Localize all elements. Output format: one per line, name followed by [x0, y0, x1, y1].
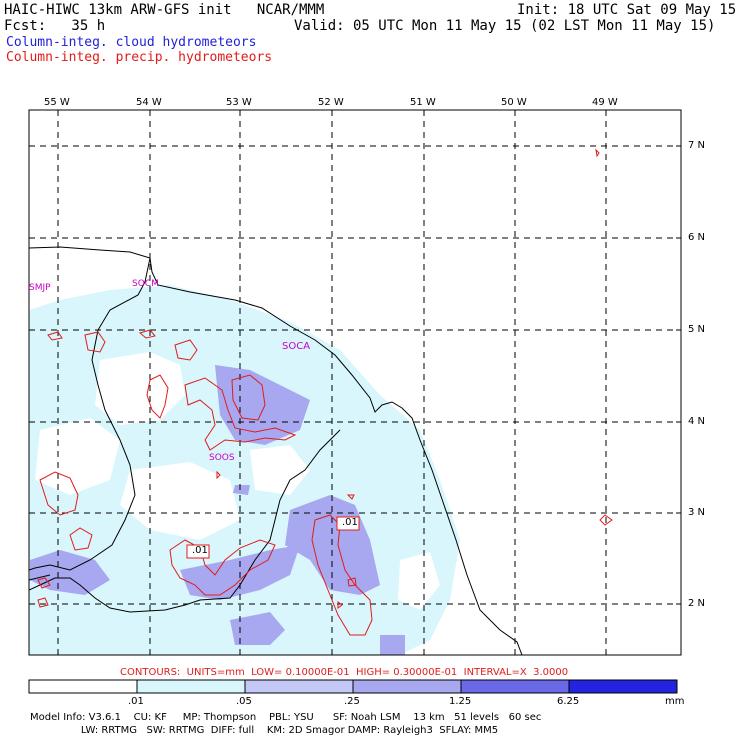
tick-marks: [57, 110, 681, 605]
lon-label-51w: 51 W: [410, 97, 436, 108]
init-time: Init: 18 UTC Sat 09 May 15: [517, 2, 737, 18]
colorbar-units: mm: [665, 696, 685, 707]
station-smjp: SMJP: [29, 283, 51, 293]
field-precip-label: Column-integ. precip. hydrometeors: [6, 50, 273, 65]
lat-label-7n: 7 N: [688, 140, 706, 151]
lat-label-4n: 4 N: [688, 416, 706, 427]
contour-label-1: .01: [342, 517, 358, 528]
lon-label-52w: 52 W: [318, 97, 344, 108]
colorbar-tick-1: .01: [128, 696, 144, 707]
model-info-line-1: Model Info: V3.6.1 CU: KF MP: Thompson P…: [30, 712, 542, 723]
colorbar-bin-1: [136, 679, 246, 694]
coastline: [29, 246, 523, 655]
lat-label-5n: 5 N: [688, 324, 706, 335]
colorbar-tick-5: 6.25: [557, 696, 580, 707]
graticule: [29, 110, 681, 655]
colorbar-bin-2: [244, 679, 354, 694]
contour-label-box-1: [336, 516, 360, 531]
contour-label-box-2: [186, 544, 210, 559]
colorbar-bin-4: [460, 679, 570, 694]
precip-contours: [37, 148, 613, 636]
lat-label-2n: 2 N: [688, 598, 706, 609]
contour-info: CONTOURS: UNITS=mm LOW= 0.10000E-01 HIGH…: [120, 667, 569, 678]
colorbar-bin-5: [568, 679, 678, 694]
lon-label-49w: 49 W: [592, 97, 618, 108]
lon-label-50w: 50 W: [501, 97, 527, 108]
lat-label-3n: 3 N: [688, 507, 706, 518]
lon-label-55w: 55 W: [44, 97, 70, 108]
lat-label-6n: 6 N: [688, 232, 706, 243]
colorbar-tick-2: .05: [236, 696, 252, 707]
colorbar-tick-4: 1.25: [449, 696, 472, 707]
station-soos: SOOS: [209, 453, 235, 463]
forecast-hour: Fcst: 35 h: [4, 18, 106, 34]
colorbar-tick-3: .25: [344, 696, 360, 707]
lon-label-54w: 54 W: [136, 97, 162, 108]
colorbar-bin-3: [352, 679, 462, 694]
model-title: HAIC-HIWC 13km ARW-GFS init NCAR/MMM: [4, 2, 325, 18]
colorbar-bin-0: [28, 679, 138, 694]
field-cloud-label: Column-integ. cloud hydrometeors: [6, 35, 257, 50]
contour-label-2: .01: [192, 545, 208, 556]
station-soca: SOCA: [282, 341, 311, 352]
lon-label-53w: 53 W: [226, 97, 252, 108]
valid-time: Valid: 05 UTC Mon 11 May 15 (02 LST Mon …: [294, 18, 716, 34]
map-frame: [28, 109, 682, 656]
station-socm: SOCM: [132, 279, 159, 289]
model-info-line-2: LW: RRTMG SW: RRTMG DIFF: full KM: 2D Sm…: [30, 725, 499, 736]
